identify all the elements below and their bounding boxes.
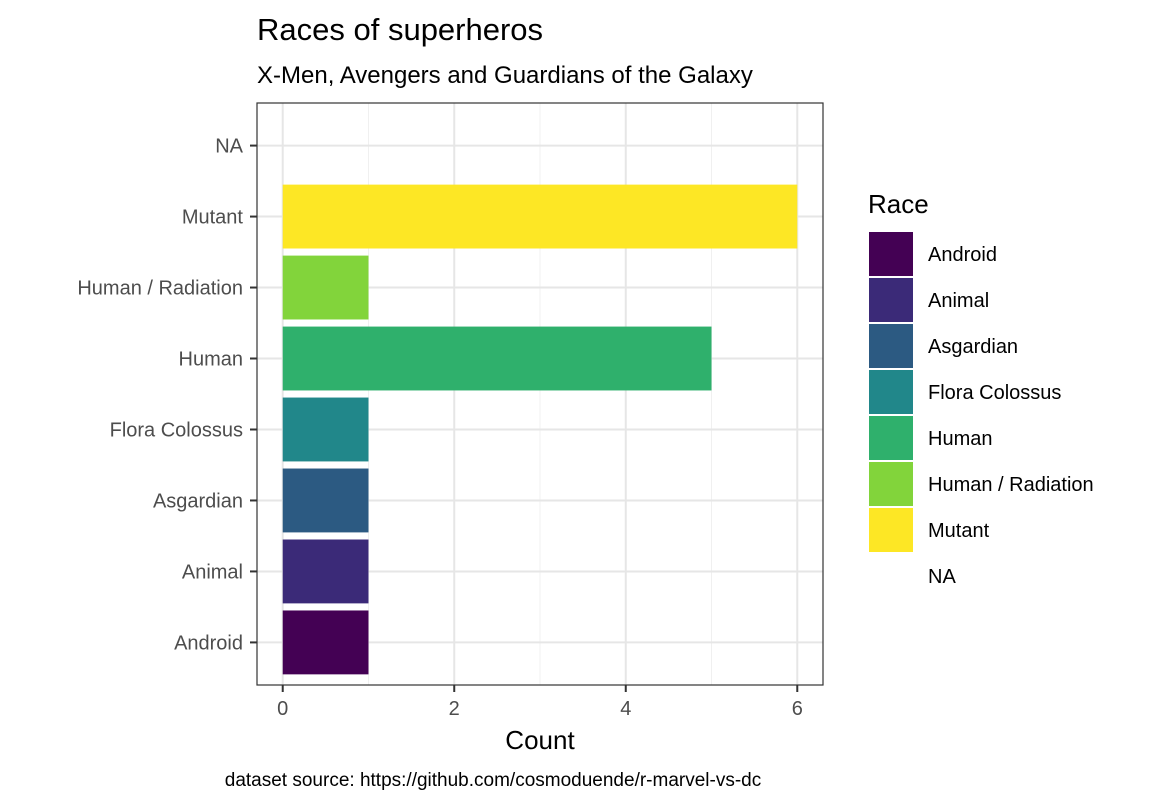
legend-key-asgardian [867,322,915,370]
chart-caption: dataset source: https://github.com/cosmo… [225,770,761,791]
y-tick-label: Animal [182,561,243,583]
legend-label: Human [928,428,992,450]
y-tick-label: NA [215,136,243,158]
bar-android [282,610,369,675]
y-tick-label: Android [174,632,243,654]
x-tick-label: 4 [620,698,631,720]
legend-label: Android [928,244,997,266]
bar-human-radiation [282,255,369,320]
y-tick-label: Mutant [182,207,244,229]
legend-key-na [867,552,915,600]
y-axis: Android Animal Asgardian Flora Colossus Huma… [77,136,257,654]
x-tick-label: 6 [792,698,803,720]
legend-label: Human / Radiation [928,474,1094,496]
legend-key-animal [867,276,915,324]
x-axis-label: Count [505,725,575,755]
legend-label: Asgardian [928,336,1018,358]
legend-label: Mutant [928,520,990,542]
y-tick-label: Human [179,349,243,371]
legend-key-human-radiation [867,460,915,508]
legend-title: Race [868,189,929,219]
x-axis: 0 2 4 6 [277,685,803,720]
bar-flora-colossus [282,397,369,462]
legend-key-human [867,414,915,462]
legend-label: Flora Colossus [928,382,1061,404]
legend-key-flora-colossus [867,368,915,416]
legend-key-mutant [867,506,915,554]
legend-label: NA [928,566,956,588]
panel-border [256,102,824,686]
plot-area [256,102,824,686]
chart-subtitle: X-Men, Avengers and Guardians of the Gal… [257,62,753,89]
bar-mutant [282,184,798,249]
legend-key-android [867,230,915,278]
y-tick-label: Human / Radiation [77,278,243,300]
x-tick-label: 2 [449,698,460,720]
chart-title: Races of superheros [257,12,543,47]
legend-label: Animal [928,290,989,312]
y-tick-label: Flora Colossus [110,419,243,441]
legend: Race Android Animal Asgardian Flora Colossu… [867,189,1094,600]
bar-human [282,326,712,391]
bar-asgardian [282,468,369,533]
x-tick-label: 0 [277,698,288,720]
bar-animal [282,539,369,604]
y-tick-label: Asgardian [153,490,243,512]
